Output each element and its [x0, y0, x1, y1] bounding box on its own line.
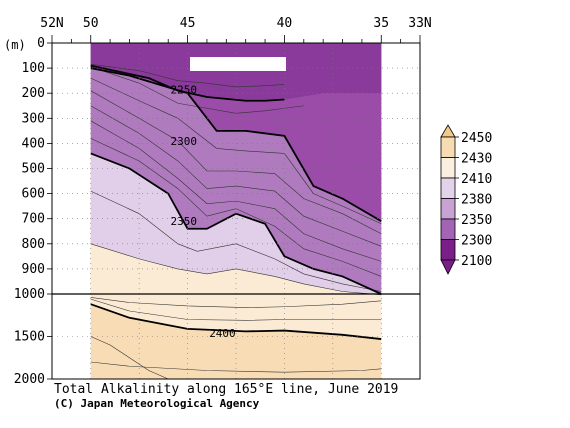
- thin-contour: [90, 105, 382, 247]
- y-axis: 0 100 200 300 400 500 600 700 800 900 1000 1500 2000: [14, 36, 52, 387]
- contour-label-2300: 2300: [170, 135, 197, 148]
- contour-label-2250: 2250: [170, 83, 197, 96]
- thin-contour: [90, 77, 382, 224]
- colorbar-label: 2100: [461, 254, 492, 269]
- colorbar-segment: [440, 136, 456, 158]
- colorbar-label: 2300: [461, 234, 492, 249]
- thin-contour: [90, 90, 382, 235]
- y-tick-label: 700: [22, 212, 45, 227]
- bold-contour-2400: [90, 303, 382, 340]
- y-tick-label: 2000: [14, 372, 45, 387]
- thin-contour: [90, 361, 382, 373]
- bold-contour-2300: [90, 67, 382, 222]
- contour-label-2400: 2400: [209, 327, 236, 340]
- x-tick-label: 35: [373, 16, 389, 31]
- x-tick-label: 40: [277, 16, 293, 31]
- colorbar-label: 2380: [461, 193, 492, 208]
- thin-contour: [90, 120, 382, 262]
- colorbar-segment: [440, 218, 456, 240]
- bold-contour-2250: [90, 64, 285, 102]
- thin-contour: [90, 64, 285, 88]
- contour-label-2350: 2350: [170, 215, 197, 228]
- y-tick-label: 100: [22, 61, 45, 76]
- y-tick-label: 300: [22, 111, 45, 126]
- y-tick-label: 0: [37, 36, 45, 51]
- colorbar-segment: [440, 177, 456, 199]
- y-tick-label: 200: [22, 86, 45, 101]
- y-tick-label: 900: [22, 262, 45, 277]
- chart-credit: (C) Japan Meteorological Agency: [54, 397, 260, 410]
- y-axis-unit: (m): [4, 38, 26, 52]
- colorbar-label: 2350: [461, 213, 492, 228]
- y-tick-label: 1000: [14, 287, 45, 302]
- colorbar-label: 2430: [461, 152, 492, 167]
- colorbar: 2450 2430 2410 2380 2350 2300 2100: [440, 124, 492, 275]
- x-tick-label: 33N: [408, 16, 431, 31]
- y-tick-label: 800: [22, 237, 45, 252]
- thin-contour: [90, 297, 382, 308]
- y-tick-label: 1500: [14, 330, 45, 345]
- y-tick-label: 500: [22, 162, 45, 177]
- thin-contour-layer: [90, 64, 382, 379]
- missing-data-patch: [190, 57, 286, 71]
- colorbar-segment: [440, 157, 456, 179]
- grid-layer: [52, 43, 420, 379]
- x-tick-label: 45: [180, 16, 196, 31]
- plot-frame: [51, 42, 421, 380]
- fill-surface: [90, 43, 382, 101]
- colorbar-bottom-arrow: [440, 259, 456, 275]
- x-tick-label: 50: [83, 16, 99, 31]
- x-axis: 52N 50 45 40 35 33N: [40, 16, 432, 43]
- contour-labels: 2250 2300 2350 2400: [170, 83, 236, 340]
- thin-contour: [90, 336, 169, 379]
- x-tick-label: 52N: [40, 16, 63, 31]
- colorbar-segment: [440, 239, 456, 261]
- colorbar-top-arrow: [440, 124, 456, 138]
- thin-contour: [90, 298, 382, 321]
- y-tick-label: 600: [22, 187, 45, 202]
- chart-title: Total Alkalinity along 165°E line, June …: [54, 382, 398, 397]
- colorbar-label: 2450: [461, 131, 492, 146]
- colorbar-segment: [440, 198, 456, 220]
- colorbar-label: 2410: [461, 172, 492, 187]
- thin-contour: [90, 66, 304, 114]
- y-tick-label: 400: [22, 136, 45, 151]
